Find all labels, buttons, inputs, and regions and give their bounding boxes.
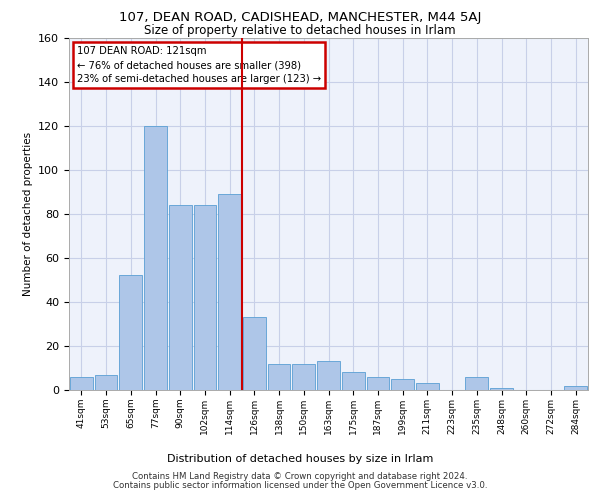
Text: Size of property relative to detached houses in Irlam: Size of property relative to detached ho… bbox=[144, 24, 456, 37]
Bar bbox=[490, 388, 513, 390]
Bar bbox=[342, 372, 365, 390]
Bar bbox=[292, 364, 315, 390]
Bar bbox=[416, 384, 439, 390]
Bar bbox=[268, 364, 290, 390]
Bar bbox=[119, 276, 142, 390]
Text: Contains public sector information licensed under the Open Government Licence v3: Contains public sector information licen… bbox=[113, 481, 487, 490]
Text: Contains HM Land Registry data © Crown copyright and database right 2024.: Contains HM Land Registry data © Crown c… bbox=[132, 472, 468, 481]
Bar bbox=[144, 126, 167, 390]
Bar bbox=[466, 377, 488, 390]
Bar bbox=[367, 377, 389, 390]
Y-axis label: Number of detached properties: Number of detached properties bbox=[23, 132, 32, 296]
Bar bbox=[317, 362, 340, 390]
Bar bbox=[95, 374, 118, 390]
Text: 107 DEAN ROAD: 121sqm
← 76% of detached houses are smaller (398)
23% of semi-det: 107 DEAN ROAD: 121sqm ← 76% of detached … bbox=[77, 46, 321, 84]
Bar bbox=[564, 386, 587, 390]
Bar bbox=[391, 379, 414, 390]
Bar bbox=[218, 194, 241, 390]
Text: 107, DEAN ROAD, CADISHEAD, MANCHESTER, M44 5AJ: 107, DEAN ROAD, CADISHEAD, MANCHESTER, M… bbox=[119, 11, 481, 24]
Bar bbox=[169, 205, 191, 390]
Text: Distribution of detached houses by size in Irlam: Distribution of detached houses by size … bbox=[167, 454, 433, 464]
Bar bbox=[243, 318, 266, 390]
Bar bbox=[70, 377, 93, 390]
Bar bbox=[194, 205, 216, 390]
